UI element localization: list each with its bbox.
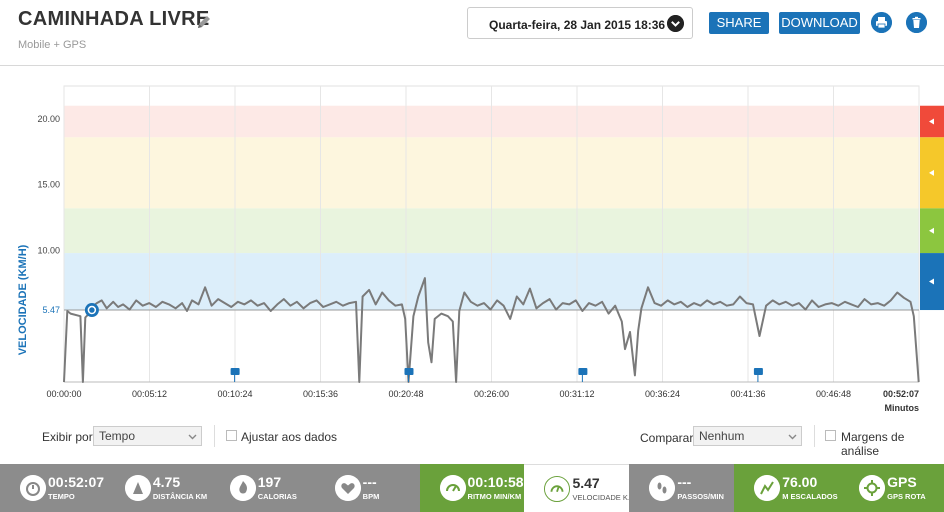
chevron-down-icon bbox=[667, 15, 684, 32]
gps-icon bbox=[859, 475, 886, 501]
x-tick-label: 00:10:24 bbox=[217, 389, 252, 399]
stat-dist-ncia-km[interactable]: 4.75 DISTÂNCIA KM bbox=[104, 464, 211, 512]
stat-bpm[interactable]: --- BPM bbox=[314, 464, 421, 512]
stat-calorias[interactable]: 197 CALORIAS bbox=[209, 464, 316, 512]
stat-gps-rota[interactable]: GPS GPS ROTA bbox=[839, 464, 944, 512]
trash-icon[interactable] bbox=[906, 12, 927, 33]
lap-markers bbox=[230, 368, 763, 382]
pace-icon bbox=[439, 475, 466, 501]
stat-label: M ESCALADOS bbox=[782, 492, 838, 501]
lap-marker-icon bbox=[404, 368, 414, 375]
x-tick-label: 00:20:48 bbox=[388, 389, 423, 399]
date-selector[interactable]: Quarta-feira, 28 Jan 2015 18:36 bbox=[467, 7, 693, 39]
speed-chart: 20.00 15.00 10.00 5.47 00:00:00 00:05:12 00:1… bbox=[17, 85, 944, 413]
ajustar-label: Ajustar aos dados bbox=[241, 430, 338, 444]
margens-checkbox[interactable] bbox=[825, 430, 836, 441]
x-tick-label: 00:52:07 bbox=[883, 389, 919, 399]
date-value: Quarta-feira, 28 Jan 2015 18:36 bbox=[489, 18, 666, 32]
zone-tabs bbox=[920, 105, 944, 311]
controls-separator bbox=[814, 425, 815, 447]
device-subtitle: Mobile + GPS bbox=[18, 39, 87, 51]
flame-icon bbox=[229, 475, 256, 501]
stat-ritmo-min-km[interactable]: 00:10:58 RITMO MIN/KM bbox=[419, 464, 526, 512]
speedometer-icon bbox=[544, 476, 571, 502]
exibir-value: Tempo bbox=[99, 429, 136, 443]
stat-value: 197 bbox=[257, 474, 282, 490]
lap-marker-icon bbox=[578, 368, 588, 375]
stat-label: DISTÂNCIA KM bbox=[152, 492, 208, 501]
stat-label: GPS ROTA bbox=[887, 492, 926, 501]
stat-label: BPM bbox=[362, 492, 380, 501]
y-tick-label: 10.00 bbox=[37, 245, 60, 255]
exibir-select[interactable]: Tempo bbox=[93, 426, 202, 446]
stat-label: CALORIAS bbox=[257, 492, 297, 501]
stopwatch-icon bbox=[20, 475, 46, 501]
x-tick-label: 00:26:00 bbox=[474, 389, 509, 399]
stat-value: 76.00 bbox=[782, 474, 818, 490]
heart-icon bbox=[334, 475, 361, 501]
comparar-value: Nenhum bbox=[699, 429, 745, 443]
start-marker-ring bbox=[87, 305, 97, 315]
zone-tab-arrow-icon bbox=[929, 227, 934, 234]
chevron-down-icon bbox=[788, 434, 797, 440]
stat-passos-min[interactable]: --- PASSOS/MIN bbox=[629, 464, 736, 512]
stat-value: GPS bbox=[887, 474, 917, 490]
x-axis-ticks: 00:00:00 00:05:12 00:10:24 00:15:36 00:20:48… bbox=[46, 389, 919, 399]
chart-grid bbox=[63, 85, 920, 383]
chevron-down-icon bbox=[188, 434, 197, 440]
distance-icon bbox=[124, 475, 151, 501]
x-tick-label: 00:05:12 bbox=[132, 389, 167, 399]
stat-label: VELOCIDADE K... bbox=[572, 493, 635, 502]
stats-bar: 00:52:07 TEMPO 4.75 DISTÂNCIA KM 197 CALORIAS… bbox=[0, 464, 944, 512]
y-tick-label: 5.47 bbox=[42, 305, 60, 315]
controls-separator bbox=[214, 425, 215, 447]
lap-marker-icon bbox=[230, 368, 240, 375]
stat-tempo[interactable]: 00:52:07 TEMPO bbox=[0, 464, 106, 512]
zone-tab-arrow-icon bbox=[929, 169, 934, 176]
y-tick-label: 15.00 bbox=[37, 180, 60, 190]
zone-tab-arrow-icon bbox=[929, 118, 934, 125]
pencil-icon[interactable] bbox=[195, 13, 213, 31]
stat-label: RITMO MIN/KM bbox=[467, 492, 522, 501]
stat-m-escalados[interactable]: 76.00 M ESCALADOS bbox=[734, 464, 841, 512]
stat-value: --- bbox=[362, 474, 377, 490]
stat-label: PASSOS/MIN bbox=[677, 492, 724, 501]
download-button[interactable]: DOWNLOAD bbox=[779, 12, 860, 34]
stat-value: 00:10:58 bbox=[467, 474, 524, 490]
stat-label: TEMPO bbox=[48, 492, 75, 501]
x-tick-label: 00:15:36 bbox=[303, 389, 338, 399]
speed-line bbox=[63, 277, 920, 383]
printer-icon[interactable] bbox=[871, 12, 892, 33]
y-axis-label: VELOCIDADE (KM/H) bbox=[17, 244, 29, 355]
share-button[interactable]: SHARE bbox=[709, 12, 769, 34]
ajustar-checkbox[interactable] bbox=[226, 430, 237, 441]
comparar-select[interactable]: Nenhum bbox=[693, 426, 802, 446]
x-tick-label: 00:31:12 bbox=[559, 389, 594, 399]
page-title: CAMINHADA LIVRE bbox=[18, 8, 210, 30]
comparar-label: Comparar bbox=[640, 431, 694, 445]
stat-value: --- bbox=[677, 474, 692, 490]
x-tick-label: 00:41:36 bbox=[730, 389, 765, 399]
climb-icon bbox=[754, 475, 781, 501]
stat-value: 5.47 bbox=[572, 475, 600, 491]
y-tick-label: 20.00 bbox=[37, 114, 60, 124]
x-tick-label: 00:00:00 bbox=[46, 389, 81, 399]
x-tick-label: 00:36:24 bbox=[645, 389, 680, 399]
zone-tab-arrow-icon bbox=[929, 278, 934, 285]
header-divider bbox=[0, 65, 944, 66]
exibir-label: Exibir por bbox=[42, 430, 93, 444]
x-tick-label: 00:46:48 bbox=[816, 389, 851, 399]
speed-series bbox=[63, 277, 920, 383]
x-axis-label: Minutos bbox=[885, 403, 920, 413]
lap-marker-icon bbox=[753, 368, 763, 375]
start-marker-icon bbox=[84, 303, 99, 318]
footsteps-icon bbox=[649, 475, 676, 501]
y-axis-ticks: 20.00 15.00 10.00 5.47 bbox=[37, 114, 919, 315]
stat-velocidade-k[interactable]: 5.47 VELOCIDADE K... bbox=[524, 464, 634, 512]
stat-value: 4.75 bbox=[152, 474, 181, 490]
stat-value: 00:52:07 bbox=[48, 474, 105, 490]
margens-label: Margens de análise bbox=[841, 430, 905, 458]
